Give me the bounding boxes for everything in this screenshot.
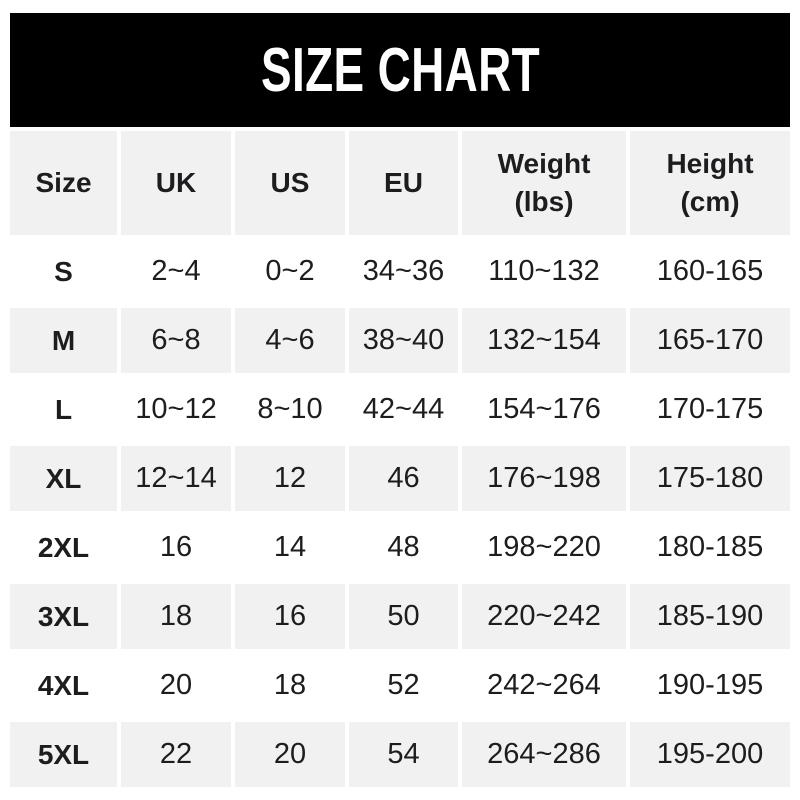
column-header-eu: EU — [349, 131, 458, 235]
column-header-uk: UK — [121, 131, 231, 235]
cell-3xl-uk: 18 — [121, 584, 231, 649]
cell-xl-uk: 12~14 — [121, 446, 231, 511]
table-row-3xl: 3XL 18 16 50 220~242 185-190 — [10, 584, 790, 649]
cell-s-eu: 34~36 — [349, 239, 458, 304]
cell-l-size: L — [10, 377, 117, 442]
cell-2xl-uk: 16 — [121, 515, 231, 580]
cell-xl-eu: 46 — [349, 446, 458, 511]
column-header-size: Size — [10, 131, 117, 235]
cell-4xl-size: 4XL — [10, 653, 117, 718]
size-chart-page: SIZE CHART Size UK US EU Weight (lbs) Height (c… — [0, 13, 800, 800]
cell-m-uk: 6~8 — [121, 308, 231, 373]
cell-m-weight: 132~154 — [462, 308, 626, 373]
cell-l-us: 8~10 — [235, 377, 345, 442]
size-table: Size UK US EU Weight (lbs) Height (cm) S 2~4 0~2 3… — [6, 127, 794, 791]
cell-s-us: 0~2 — [235, 239, 345, 304]
cell-2xl-eu: 48 — [349, 515, 458, 580]
column-header-us: US — [235, 131, 345, 235]
table-row-m: M 6~8 4~6 38~40 132~154 165-170 — [10, 308, 790, 373]
table-row-4xl: 4XL 20 18 52 242~264 190-195 — [10, 653, 790, 718]
cell-xl-size: XL — [10, 446, 117, 511]
cell-s-uk: 2~4 — [121, 239, 231, 304]
cell-s-weight: 110~132 — [462, 239, 626, 304]
cell-s-height: 160-165 — [630, 239, 790, 304]
table-row-xl: XL 12~14 12 46 176~198 175-180 — [10, 446, 790, 511]
cell-4xl-height: 190-195 — [630, 653, 790, 718]
cell-xl-us: 12 — [235, 446, 345, 511]
cell-m-eu: 38~40 — [349, 308, 458, 373]
column-header-weight: Weight (lbs) — [462, 131, 626, 235]
cell-xl-height: 175-180 — [630, 446, 790, 511]
cell-xl-weight: 176~198 — [462, 446, 626, 511]
table-row-s: S 2~4 0~2 34~36 110~132 160-165 — [10, 239, 790, 304]
cell-4xl-us: 18 — [235, 653, 345, 718]
cell-2xl-size: 2XL — [10, 515, 117, 580]
cell-5xl-weight: 264~286 — [462, 722, 626, 787]
cell-m-us: 4~6 — [235, 308, 345, 373]
cell-4xl-eu: 52 — [349, 653, 458, 718]
cell-m-size: M — [10, 308, 117, 373]
cell-5xl-eu: 54 — [349, 722, 458, 787]
cell-2xl-weight: 198~220 — [462, 515, 626, 580]
table-header-row: Size UK US EU Weight (lbs) Height (cm) — [10, 131, 790, 235]
cell-l-weight: 154~176 — [462, 377, 626, 442]
cell-4xl-uk: 20 — [121, 653, 231, 718]
cell-4xl-weight: 242~264 — [462, 653, 626, 718]
cell-3xl-us: 16 — [235, 584, 345, 649]
cell-3xl-weight: 220~242 — [462, 584, 626, 649]
table-row-l: L 10~12 8~10 42~44 154~176 170-175 — [10, 377, 790, 442]
cell-2xl-us: 14 — [235, 515, 345, 580]
cell-3xl-size: 3XL — [10, 584, 117, 649]
cell-m-height: 165-170 — [630, 308, 790, 373]
cell-2xl-height: 180-185 — [630, 515, 790, 580]
cell-l-height: 170-175 — [630, 377, 790, 442]
cell-5xl-us: 20 — [235, 722, 345, 787]
cell-3xl-height: 185-190 — [630, 584, 790, 649]
cell-5xl-height: 195-200 — [630, 722, 790, 787]
size-chart-banner: SIZE CHART — [10, 13, 790, 127]
table-row-5xl: 5XL 22 20 54 264~286 195-200 — [10, 722, 790, 787]
column-header-height: Height (cm) — [630, 131, 790, 235]
cell-l-uk: 10~12 — [121, 377, 231, 442]
cell-s-size: S — [10, 239, 117, 304]
cell-l-eu: 42~44 — [349, 377, 458, 442]
page-title: SIZE CHART — [260, 35, 540, 105]
cell-5xl-size: 5XL — [10, 722, 117, 787]
cell-5xl-uk: 22 — [121, 722, 231, 787]
table-row-2xl: 2XL 16 14 48 198~220 180-185 — [10, 515, 790, 580]
cell-3xl-eu: 50 — [349, 584, 458, 649]
